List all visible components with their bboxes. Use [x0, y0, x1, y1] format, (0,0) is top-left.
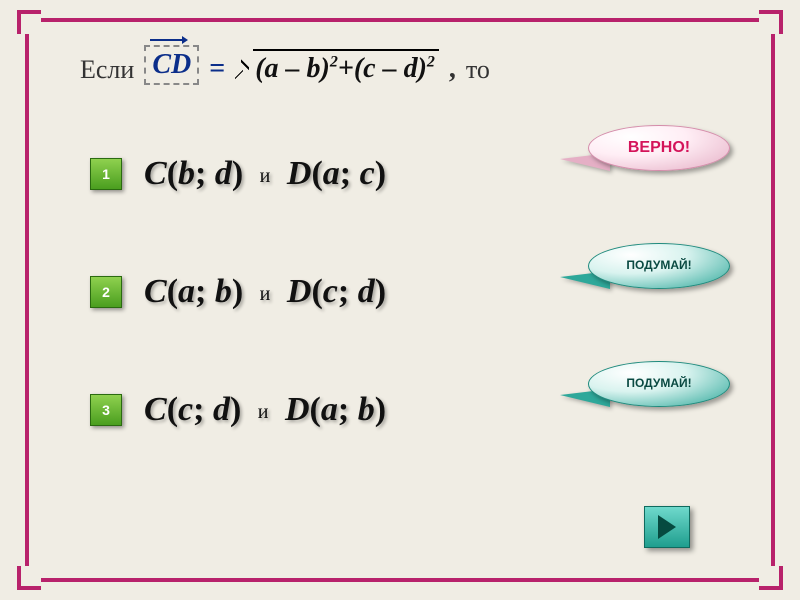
feedback-think-callout: ПОДУМАЙ! [560, 361, 730, 419]
frame-corner [759, 566, 783, 590]
then-word: то [466, 55, 490, 85]
option-text-2: C(a; b) и D(c; d) [144, 273, 386, 311]
question-header: Если CD = (a – b)2+(c – d)2 , то [80, 45, 750, 85]
option-text-1: C(b; d) и D(a; c) [144, 155, 386, 193]
option-button-3[interactable]: 3 [90, 394, 122, 426]
vector-cd-box: CD [144, 45, 199, 85]
comma: , [449, 53, 456, 85]
frame-corner [17, 10, 41, 34]
answer-option-3: 3 C(c; d) и D(a; b) ПОДУМАЙ! [90, 391, 750, 429]
answer-option-1: 1 C(b; d) и D(a; c) ВЕРНО! [90, 155, 750, 193]
feedback-think-text: ПОДУМАЙ! [588, 243, 730, 289]
vector-arrow-icon [148, 35, 188, 45]
option-button-1[interactable]: 1 [90, 158, 122, 190]
feedback-correct-callout: ВЕРНО! [560, 125, 730, 183]
frame-corner [759, 10, 783, 34]
option-text-3: C(c; d) и D(a; b) [144, 391, 386, 429]
answer-option-2: 2 C(a; b) и D(c; d) ПОДУМАЙ! [90, 273, 750, 311]
feedback-think-callout: ПОДУМАЙ! [560, 243, 730, 301]
frame-corner [17, 566, 41, 590]
play-icon [658, 515, 676, 539]
next-slide-button[interactable] [644, 506, 690, 548]
feedback-correct-text: ВЕРНО! [588, 125, 730, 171]
equals-sign: = [209, 53, 225, 85]
if-word: Если [80, 55, 134, 85]
option-button-2[interactable]: 2 [90, 276, 122, 308]
slide-content: Если CD = (a – b)2+(c – d)2 , то 1 C(b; … [50, 40, 750, 560]
distance-formula: (a – b)2+(c – d)2 [235, 53, 439, 85]
vector-label: CD [152, 49, 191, 80]
feedback-think-text: ПОДУМАЙ! [588, 361, 730, 407]
